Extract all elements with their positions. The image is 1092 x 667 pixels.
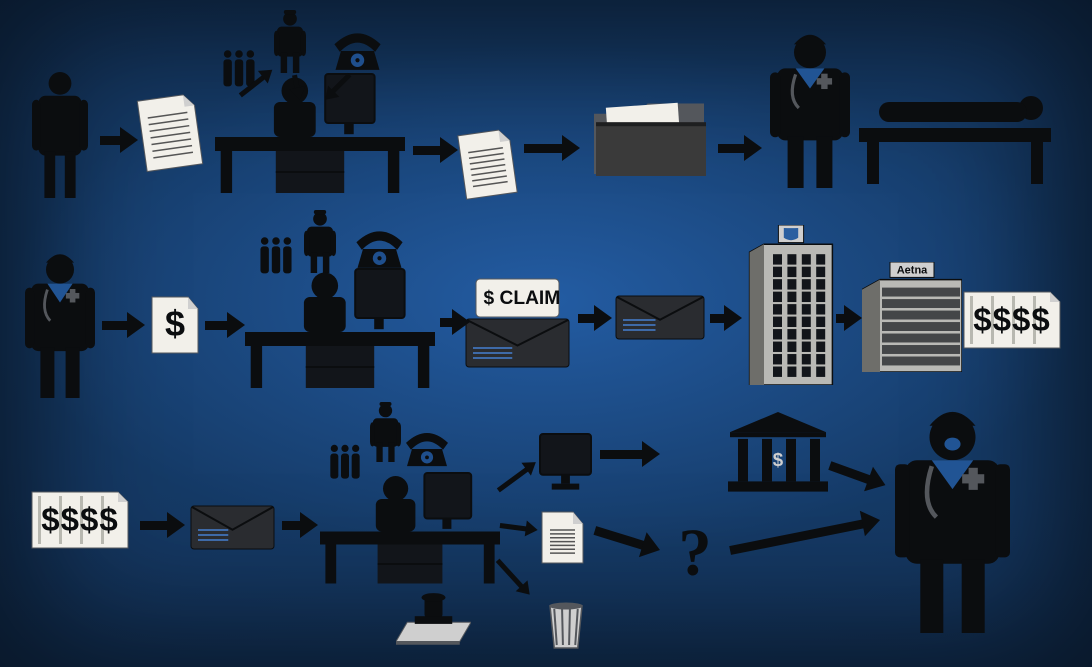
supervisor-3 [368, 402, 403, 464]
flow-arrow [730, 520, 880, 550]
flow-arrow [830, 465, 885, 485]
question: ? [670, 520, 720, 590]
bank: $ [728, 410, 828, 495]
envelope-3 [190, 505, 275, 550]
tower-1 [746, 225, 836, 385]
svg-text:$$$$: $$$$ [41, 501, 118, 538]
flow-arrow [498, 462, 536, 490]
nurse-big [895, 405, 1010, 635]
claim-card: $ CLAIM [475, 278, 560, 318]
doc-1 [135, 91, 205, 174]
desk-1 [215, 60, 405, 200]
tower-2: Aetna [862, 262, 962, 372]
desk-2 [245, 255, 435, 395]
nurse-1 [770, 30, 850, 190]
dollar-doc: $ [150, 295, 200, 355]
svg-text:$: $ [165, 303, 185, 344]
flow-arrow [500, 525, 538, 530]
envelope-2b [615, 295, 705, 340]
envelope-2a [465, 318, 570, 368]
person-1 [30, 70, 90, 200]
diagram-stage: $$ CLAIMAetna$$$$$$$$$? [0, 0, 1092, 667]
svg-text:$$$$: $$$$ [973, 301, 1050, 338]
money-note-2: $$$$ [30, 490, 130, 550]
trash [545, 600, 587, 650]
svg-text:$ CLAIM: $ CLAIM [484, 288, 561, 309]
patient-bed-1 [855, 90, 1055, 190]
flow-arrow [498, 560, 530, 595]
monitor [538, 432, 593, 492]
doc-2 [456, 127, 520, 202]
nurse-2 [25, 250, 95, 400]
stamp [396, 592, 471, 647]
flow-arrow [595, 530, 660, 550]
doc-3 [540, 510, 585, 565]
money-note: $$$$ [962, 290, 1062, 350]
svg-text:?: ? [678, 520, 711, 590]
svg-text:Aetna: Aetna [897, 265, 928, 277]
svg-text:$: $ [773, 449, 784, 470]
folder-1 [590, 95, 710, 180]
desk-3 [320, 460, 500, 590]
